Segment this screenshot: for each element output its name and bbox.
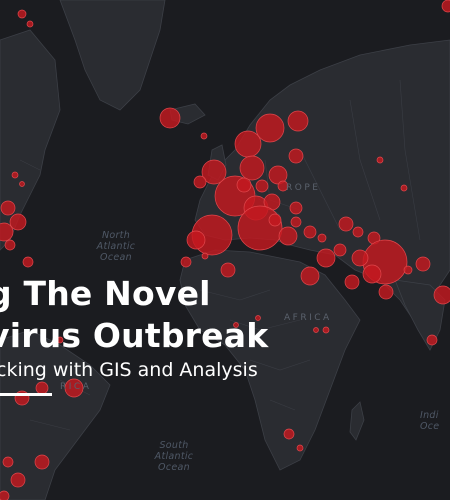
case-bubble (289, 201, 303, 215)
case-bubble (201, 252, 209, 260)
case-bubble (56, 336, 64, 344)
case-bubble (26, 20, 34, 28)
case-bubble (220, 262, 236, 278)
case-bubble (376, 156, 384, 164)
case-bubble (433, 285, 450, 305)
north-america-landmass (0, 29, 61, 251)
case-bubble (34, 454, 50, 470)
case-bubble (236, 177, 252, 193)
case-bubble (313, 327, 319, 333)
africa-label: AFRICA (284, 313, 332, 323)
case-bubble (193, 175, 207, 189)
case-bubble (159, 107, 181, 129)
case-bubble (352, 226, 364, 238)
case-bubble (0, 200, 16, 216)
case-bubble (201, 159, 227, 185)
north-atlantic-label: North Atlantic Ocean (96, 230, 136, 263)
case-bubble (233, 322, 239, 328)
case-bubble (0, 490, 10, 500)
greenland-landmass (59, 0, 166, 111)
case-bubble (288, 148, 304, 164)
case-bubble (11, 171, 19, 179)
case-bubble (64, 378, 84, 398)
case-bubble (10, 472, 26, 488)
case-bubble (268, 165, 288, 185)
case-bubble (296, 444, 304, 452)
south-america-landmass (0, 329, 111, 500)
title-line-2: virus Outbreak (0, 316, 269, 355)
case-bubble (255, 113, 285, 143)
case-bubble (322, 326, 330, 334)
case-bubble (403, 265, 413, 275)
case-bubble (180, 256, 192, 268)
case-bubble (300, 266, 320, 286)
case-bubble (317, 233, 327, 243)
case-bubble (22, 256, 34, 268)
case-bubble (415, 256, 431, 272)
case-bubble (333, 243, 347, 257)
case-bubble (287, 110, 309, 132)
case-bubble (268, 213, 282, 227)
case-bubble (351, 249, 369, 267)
case-bubble (290, 216, 302, 228)
south-atlantic-label: South Atlantic Ocean (154, 440, 194, 473)
case-bubble (234, 130, 262, 158)
case-bubble (426, 334, 438, 346)
indian-ocean-label: Indi Oce (420, 410, 440, 432)
case-bubble (9, 213, 27, 231)
case-bubble (441, 0, 450, 13)
case-bubble (362, 264, 382, 284)
case-bubble (0, 222, 14, 242)
south-america-label: RICA (60, 382, 92, 392)
case-bubble (338, 216, 354, 232)
case-bubble (378, 284, 394, 300)
case-bubble (200, 132, 208, 140)
africa-landmass (179, 249, 361, 471)
case-bubble (17, 9, 27, 19)
case-bubble (316, 248, 336, 268)
case-bubble (255, 179, 269, 193)
case-bubble (186, 230, 206, 250)
title-line-1: g The Novel (0, 274, 211, 313)
case-bubble (303, 225, 317, 239)
madagascar-landmass (349, 401, 365, 441)
case-bubble (239, 155, 265, 181)
title-underline (0, 393, 52, 396)
case-bubble (2, 456, 14, 468)
case-bubble (400, 184, 408, 192)
case-bubble (255, 315, 261, 321)
case-bubble (4, 239, 16, 251)
case-bubble (19, 181, 25, 187)
subtitle: cking with GIS and Analysis (0, 359, 258, 381)
europe-label: ROPE (286, 183, 321, 193)
case-bubble (277, 180, 289, 192)
case-bubble (237, 205, 283, 251)
case-bubble (344, 274, 360, 290)
case-bubble (278, 226, 298, 246)
case-bubble (283, 428, 295, 440)
